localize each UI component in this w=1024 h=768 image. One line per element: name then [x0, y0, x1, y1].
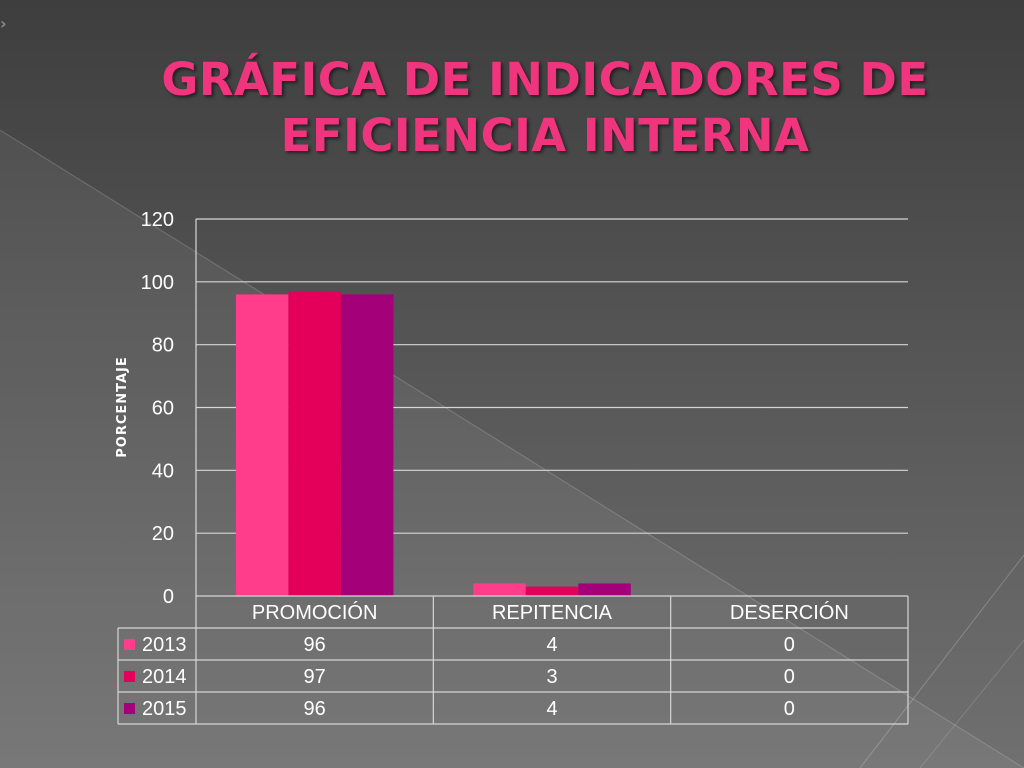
- data-label: 4: [546, 634, 557, 656]
- legend-entry: 2014: [142, 666, 187, 688]
- y-tick-label: 40: [152, 460, 174, 482]
- data-label: 4: [546, 698, 557, 720]
- y-tick-label: 100: [141, 272, 174, 294]
- y-tick-label: 0: [163, 586, 174, 608]
- bars: [235, 291, 631, 596]
- data-table: PROMOCIÓN REPITENCIA DESERCIÓN 2013 96 4 0 2014…: [117, 595, 909, 725]
- data-label: 3: [546, 666, 557, 688]
- y-tick-label: 60: [152, 398, 174, 420]
- data-label: 96: [304, 634, 326, 656]
- data-label: 0: [784, 634, 795, 656]
- data-label: 97: [304, 666, 326, 688]
- bar-2015-0: [340, 294, 394, 596]
- bar-2015-1: [578, 583, 631, 596]
- legend-swatch: [124, 639, 135, 650]
- bar-2013-1: [473, 583, 526, 596]
- bar-2014-0: [288, 291, 341, 596]
- legend-entry: 2013: [142, 634, 187, 656]
- data-label: 0: [784, 698, 795, 720]
- category-label: REPITENCIA: [492, 602, 613, 624]
- data-label: 0: [784, 666, 795, 688]
- category-label: PROMOCIÓN: [252, 601, 378, 624]
- y-axis-ticks: 0 20 40 60 80 100 120: [141, 209, 174, 608]
- legend-swatch: [124, 703, 135, 714]
- slide-arrow-icon: ›: [0, 14, 7, 33]
- slide-title-line-2: EFICIENCIA INTERNA: [280, 109, 810, 162]
- bar-2013-0: [235, 294, 289, 596]
- data-label: 96: [304, 698, 326, 720]
- y-tick-label: 20: [152, 523, 174, 545]
- bar-2014-1: [525, 586, 579, 596]
- category-label: DESERCIÓN: [730, 601, 849, 624]
- slide-title-line-1: GRÁFICA DE INDICADORES DE: [161, 53, 929, 106]
- legend-entry: 2015: [142, 698, 187, 720]
- legend-swatch: [124, 671, 135, 682]
- y-tick-label: 80: [152, 335, 174, 357]
- y-tick-label: 120: [141, 209, 174, 231]
- y-axis-label: PORCENTAJE: [115, 356, 130, 458]
- slide-title: GRÁFICA DE INDICADORES DE EFICIENCIA INT…: [150, 52, 940, 164]
